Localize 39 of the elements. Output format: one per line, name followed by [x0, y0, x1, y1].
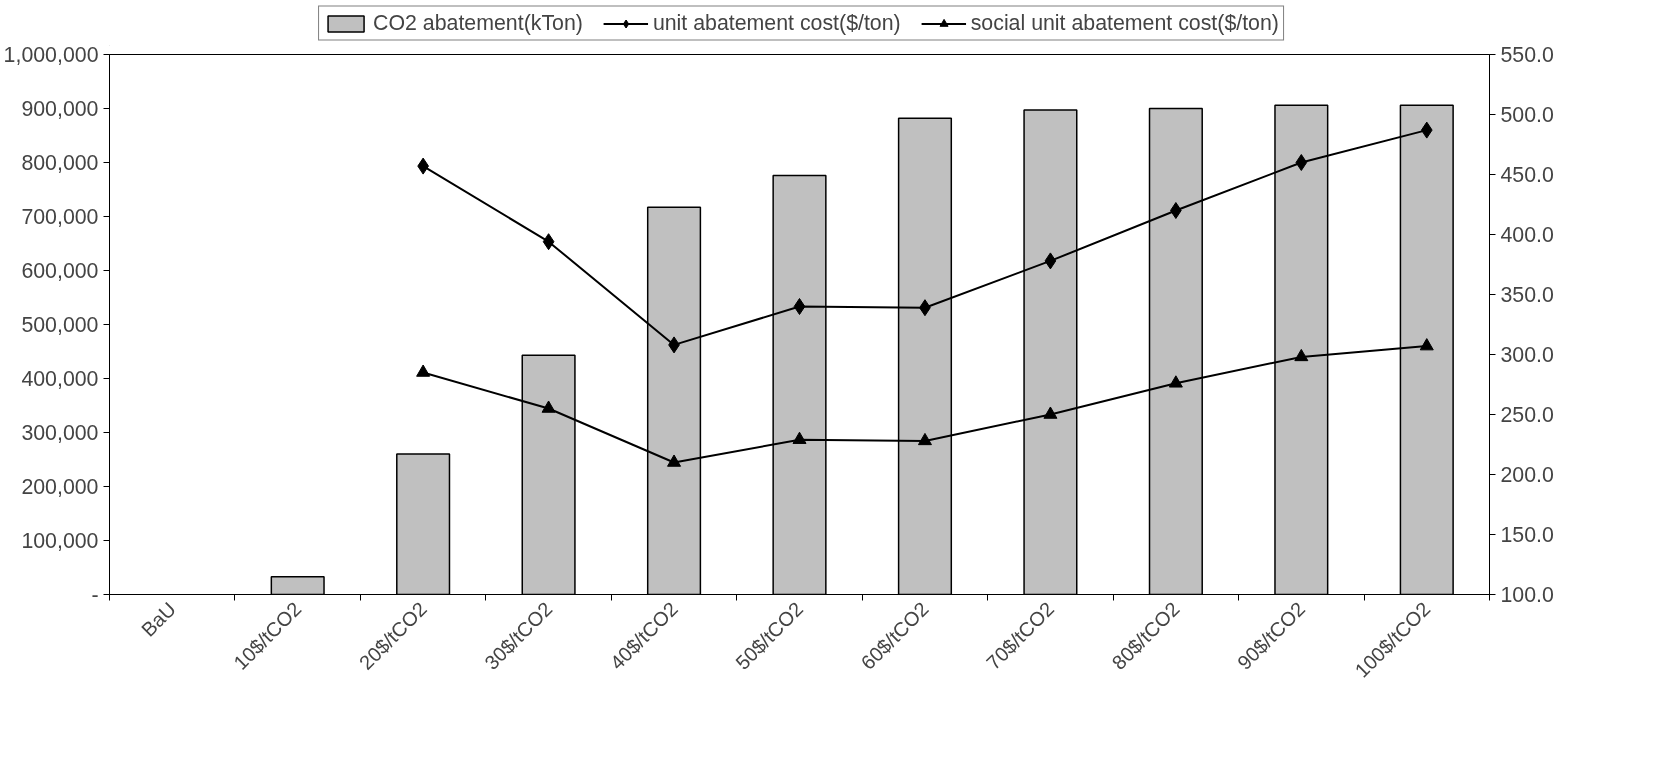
legend-label: CO2 abatement(kTon): [373, 10, 583, 36]
y-tick-label: 800,000: [21, 151, 99, 175]
point: [541, 400, 556, 413]
y2-tick-label: 550.0: [1500, 43, 1555, 67]
y-tick-label: 400,000: [21, 367, 99, 391]
y-tick-label: 100,000: [21, 529, 99, 553]
y2-tick-label: 300.0: [1500, 343, 1555, 367]
y2-tick-label: 500.0: [1500, 103, 1555, 127]
y-tick-label: 1,000,000: [3, 43, 99, 67]
y-tick-label: 900,000: [21, 97, 99, 121]
y-tick-label: -: [91, 583, 99, 607]
point: [1419, 338, 1434, 351]
y2-tick-label: 350.0: [1500, 283, 1555, 307]
point: [1170, 202, 1182, 219]
y-tick-label: 200,000: [21, 475, 99, 499]
y2-tick-label: 250.0: [1500, 403, 1555, 427]
point: [793, 298, 806, 315]
legend-label: unit abatement cost($/ton): [652, 10, 901, 36]
y-tick-label: 700,000: [21, 205, 99, 229]
point: [416, 364, 431, 377]
point: [792, 431, 807, 444]
point: [1294, 348, 1309, 362]
y2-tick-label: 450.0: [1500, 163, 1555, 187]
y-tick-label: 500,000: [21, 313, 99, 337]
point: [1043, 406, 1058, 419]
y2-tick-label: 150.0: [1500, 523, 1555, 547]
point: [542, 233, 555, 251]
y2-tick-label: 400.0: [1500, 223, 1555, 247]
point: [667, 454, 682, 467]
point: [1420, 121, 1433, 139]
y-tick-label: 600,000: [21, 259, 99, 283]
point: [1295, 154, 1308, 171]
point: [1044, 252, 1057, 270]
point: [917, 432, 932, 446]
y2-tick-label: 100.0: [1500, 583, 1555, 607]
point: [1168, 375, 1183, 388]
y2-tick-label: 200.0: [1500, 463, 1555, 487]
y-tick-label: 300,000: [21, 421, 99, 445]
legend-label: social unit abatement cost($/ton): [970, 10, 1279, 36]
